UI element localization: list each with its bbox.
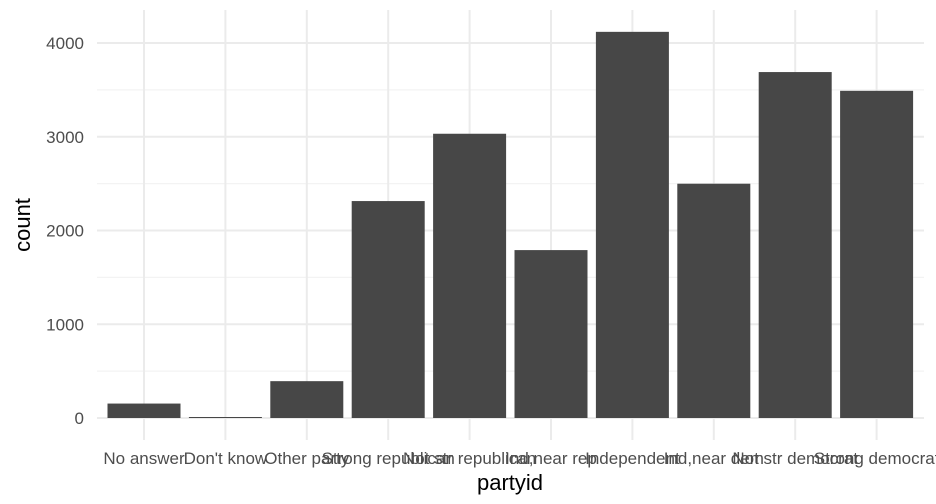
x-tick-label: Ind,near rep bbox=[505, 449, 597, 468]
y-tick-label: 1000 bbox=[46, 315, 84, 334]
bar bbox=[595, 31, 669, 418]
x-tick-label: Ind,near dem bbox=[664, 449, 764, 468]
x-tick-label: Strong democrat bbox=[814, 449, 936, 468]
x-axis-title: partyid bbox=[477, 470, 543, 495]
y-axis-title: count bbox=[10, 198, 35, 252]
bar bbox=[758, 72, 832, 418]
bar bbox=[107, 403, 181, 418]
bar bbox=[677, 183, 751, 418]
y-tick-labels: 0 1000 2000 3000 4000 bbox=[46, 34, 84, 428]
bar bbox=[351, 201, 425, 418]
bar bbox=[840, 90, 914, 418]
y-tick-label: 3000 bbox=[46, 128, 84, 147]
y-tick-label: 2000 bbox=[46, 222, 84, 241]
bar bbox=[433, 133, 507, 418]
bar bbox=[514, 250, 588, 418]
x-tick-label: Independent bbox=[585, 449, 680, 468]
bar bbox=[270, 381, 344, 418]
bar bbox=[188, 417, 262, 418]
x-tick-label: Not str republican bbox=[403, 449, 536, 468]
bar-layer bbox=[107, 31, 914, 418]
y-tick-label: 4000 bbox=[46, 34, 84, 53]
x-tick-label: No answer bbox=[103, 449, 185, 468]
x-tick-label: Other party bbox=[264, 449, 350, 468]
y-tick-label: 0 bbox=[75, 409, 84, 428]
x-tick-label: Strong republican bbox=[322, 449, 455, 468]
x-tick-label: Not str democrat bbox=[732, 449, 858, 468]
x-tick-label: Don't know bbox=[184, 449, 268, 468]
